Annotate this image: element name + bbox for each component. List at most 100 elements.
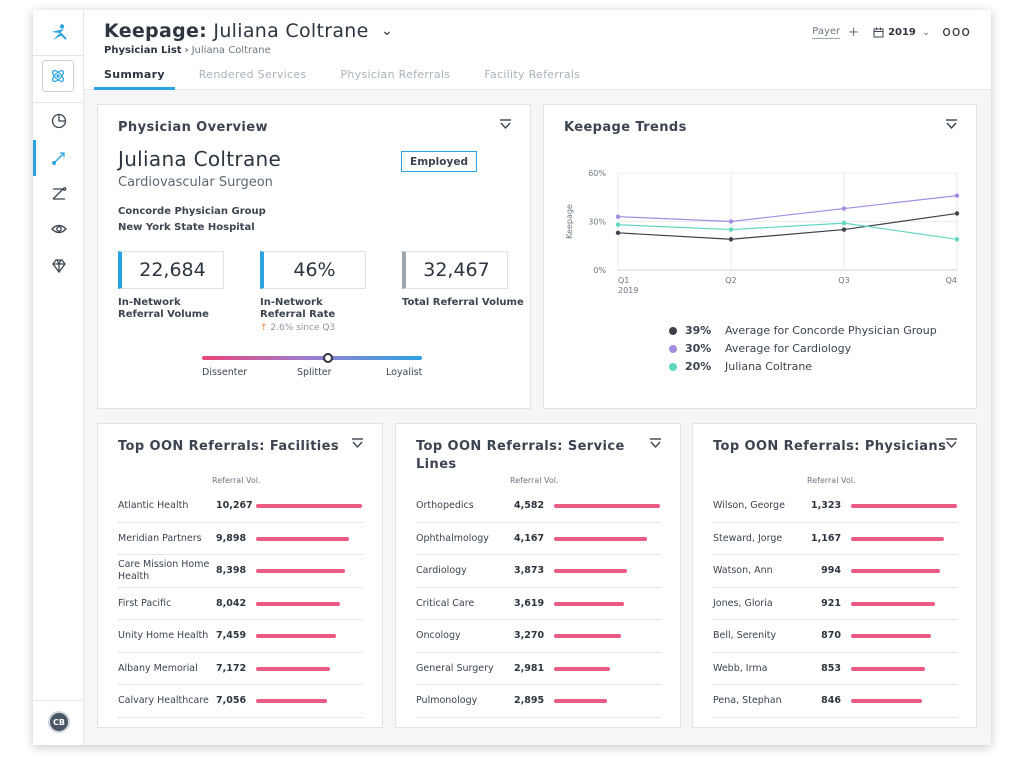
table-row[interactable]: Bell, Serenity 870 — [713, 620, 958, 653]
collapse-icon[interactable] — [649, 438, 662, 449]
table-row[interactable]: Watson, Ann 994 — [713, 555, 958, 588]
referral-volume-bar — [554, 699, 607, 703]
table-row[interactable]: Jones, Gloria 921 — [713, 588, 958, 620]
referral-volume-bar — [851, 634, 931, 638]
referral-icon[interactable] — [33, 140, 84, 176]
table-row[interactable]: Orthopedics 4,582 — [416, 490, 661, 523]
app-logo-icon[interactable] — [33, 10, 84, 56]
tab-physician-referrals[interactable]: Physician Referrals — [340, 68, 451, 81]
table-row[interactable]: Meridian Partners 9,898 — [118, 523, 363, 555]
card-title: Keepage Trends — [564, 120, 687, 135]
plus-icon[interactable]: + — [848, 24, 860, 40]
row-name: Meridian Partners — [118, 532, 202, 544]
page-title[interactable]: Keepage: Juliana Coltrane ⌄ — [104, 20, 393, 42]
chevron-down-icon[interactable]: ⌄ — [921, 26, 931, 38]
table-row[interactable]: Unity Home Health 7,459 — [118, 620, 363, 653]
in-network-volume-value: 22,684 — [118, 251, 224, 289]
route-icon[interactable] — [33, 176, 84, 212]
atom-icon[interactable] — [42, 60, 74, 92]
legend-dot — [669, 326, 677, 335]
pie-chart-icon[interactable] — [33, 103, 84, 139]
collapse-icon[interactable] — [351, 438, 364, 449]
physician-hospital: New York State Hospital — [118, 222, 255, 233]
table-row[interactable]: Wilson, George 1,323 — [713, 490, 958, 523]
oon-facilities-card: Top OON Referrals: Facilities Referral V… — [97, 423, 383, 728]
x-tick-label: Q2 — [725, 276, 736, 285]
referral-volume-bar — [256, 536, 350, 541]
chevron-right-icon: › — [184, 45, 189, 56]
row-value: 7,056 — [216, 695, 247, 706]
collapse-icon[interactable] — [499, 119, 512, 130]
row-value: 7,172 — [216, 662, 247, 674]
data-point — [954, 193, 960, 198]
physician-overview-card: Physician Overview Juliana Coltrane Card… — [97, 104, 531, 409]
card-title: Physician Overview — [118, 120, 268, 135]
row-value: 1,323 — [811, 500, 842, 511]
table-row[interactable]: Steward, Jorge 1,167 — [713, 523, 958, 555]
rate-change-note: ↑ 2.6% since Q3 — [260, 323, 336, 333]
table-row[interactable]: Calvary Healthcare 7,056 — [118, 685, 363, 718]
table-row[interactable]: General Surgery 2,981 — [416, 653, 661, 685]
row-value: 1,167 — [811, 532, 842, 544]
x-tick-label: Q1 — [618, 276, 629, 285]
more-options-icon[interactable]: ooo — [942, 24, 971, 40]
table-row[interactable]: Webb, Irma 853 — [713, 653, 958, 685]
table-row[interactable]: Cardiology 3,873 — [416, 555, 661, 588]
table-row[interactable]: Atlantic Health 10,267 — [118, 490, 363, 523]
table-row[interactable]: Albany Memorial 7,172 — [118, 653, 363, 685]
table-row[interactable]: Ophthalmology 4,167 — [416, 523, 661, 555]
table-row[interactable]: Oncology 3,270 — [416, 620, 661, 653]
loyalty-slider-knob[interactable] — [323, 353, 333, 363]
tab-rendered-services[interactable]: Rendered Services — [198, 68, 307, 81]
referral-volume-bar — [851, 536, 945, 541]
column-header-referral-vol: Referral Vol. — [510, 476, 559, 485]
year-select[interactable]: 2019 — [888, 26, 916, 38]
referral-volume-bar — [256, 634, 336, 638]
row-name: Ophthalmology — [416, 532, 489, 544]
diamond-icon[interactable] — [33, 248, 84, 284]
tab-facility-referrals[interactable]: Facility Referrals — [484, 68, 581, 81]
column-header-referral-vol: Referral Vol. — [807, 476, 856, 485]
avatar[interactable]: CB — [48, 711, 70, 733]
table-row[interactable]: Care Mission Home Health 8,398 — [118, 555, 363, 588]
y-tick-label: 60% — [588, 169, 606, 178]
table-row[interactable]: Pulmonology 2,895 — [416, 685, 661, 718]
physician-specialty: Cardiovascular Surgeon — [118, 175, 273, 190]
row-name: Care Mission Home Health — [118, 559, 210, 582]
row-name: Pena, Stephan — [713, 695, 782, 706]
chevron-down-icon[interactable]: ⌄ — [380, 23, 393, 39]
row-name: General Surgery — [416, 662, 494, 674]
data-point — [841, 220, 847, 226]
row-value: 10,267 — [216, 500, 253, 511]
payer-filter[interactable]: Payer — [812, 25, 841, 39]
table-row[interactable]: First Pacific 8,042 — [118, 588, 363, 620]
card-title: Top OON Referrals: Physicians — [713, 439, 947, 454]
row-value: 4,582 — [514, 500, 545, 511]
row-name: Cardiology — [416, 565, 467, 576]
table-row[interactable]: Pena, Stephan 846 — [713, 685, 958, 718]
table-row[interactable]: Critical Care 3,619 — [416, 588, 661, 620]
slider-label-splitter: Splitter — [297, 367, 332, 378]
referral-volume-bar — [851, 601, 935, 606]
tab-bar: Summary Rendered Services Physician Refe… — [94, 68, 614, 90]
breadcrumb-physician-list[interactable]: Physician List — [104, 45, 182, 56]
collapse-icon[interactable] — [945, 119, 958, 130]
legend-item-physician: 20% Juliana Coltrane — [669, 360, 812, 373]
row-value: 8,042 — [216, 597, 247, 609]
row-name: Unity Home Health — [118, 630, 209, 641]
row-name: Pulmonology — [416, 695, 478, 706]
collapse-icon[interactable] — [945, 438, 958, 449]
y-axis-label: Keepage — [565, 204, 574, 239]
referral-volume-bar — [554, 569, 628, 573]
eye-icon[interactable] — [33, 211, 84, 247]
row-name: First Pacific — [118, 597, 172, 609]
data-point — [841, 206, 847, 211]
series-line-1 — [617, 195, 958, 223]
card-title: Top OON Referrals: Facilities — [118, 439, 340, 454]
total-referral-volume-value: 32,467 — [402, 251, 508, 289]
arrow-up-icon: ↑ — [260, 323, 268, 333]
row-value: 3,873 — [514, 565, 545, 576]
row-value: 994 — [821, 565, 841, 576]
data-point — [728, 237, 734, 242]
tab-summary[interactable]: Summary — [94, 68, 175, 90]
